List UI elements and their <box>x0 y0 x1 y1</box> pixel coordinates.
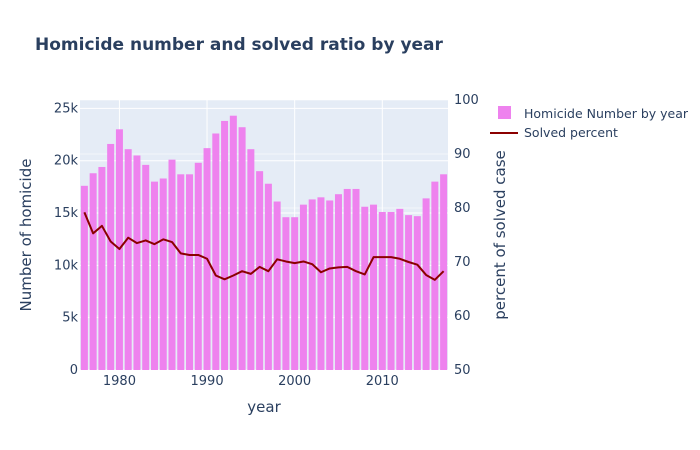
y2-tick-label: 70 <box>454 255 471 270</box>
x-axis-title: year <box>247 398 281 416</box>
bar[interactable] <box>80 185 88 370</box>
bar[interactable] <box>168 159 176 370</box>
solved-percent-line[interactable] <box>83 211 445 281</box>
plot-background <box>80 100 448 370</box>
legend-bar-swatch <box>498 106 511 119</box>
bar[interactable] <box>98 166 106 370</box>
bar[interactable] <box>308 199 316 370</box>
bar[interactable] <box>299 204 307 370</box>
y-tick-label: 10k <box>54 258 79 273</box>
bar-series <box>80 115 448 370</box>
bar[interactable] <box>396 208 404 370</box>
bar[interactable] <box>352 188 360 370</box>
bar[interactable] <box>273 201 281 370</box>
bar[interactable] <box>343 188 351 370</box>
y2-tick-label: 60 <box>454 309 471 324</box>
bar[interactable] <box>142 164 150 370</box>
bar[interactable] <box>89 173 97 370</box>
bar[interactable] <box>431 181 439 370</box>
y-tick-label: 5k <box>62 311 78 326</box>
chart-title: Homicide number and solved ratio by year <box>35 35 444 55</box>
bar[interactable] <box>212 133 220 370</box>
legend-item-line[interactable]: Solved percent <box>490 125 618 140</box>
legend-label-bar: Homicide Number by year <box>524 106 689 121</box>
bar[interactable] <box>361 206 369 370</box>
bar[interactable] <box>422 198 430 370</box>
legend-item-bar[interactable]: Homicide Number by year <box>498 106 689 121</box>
bar[interactable] <box>221 120 229 370</box>
bar[interactable] <box>282 217 290 370</box>
legend-label-line: Solved percent <box>524 125 618 140</box>
bar[interactable] <box>159 178 167 370</box>
bar[interactable] <box>405 215 413 370</box>
bar[interactable] <box>238 127 246 370</box>
bar[interactable] <box>334 194 342 370</box>
bar[interactable] <box>186 174 194 370</box>
x-tick-label: 2000 <box>278 374 311 389</box>
bar[interactable] <box>177 174 185 370</box>
bar[interactable] <box>133 155 141 370</box>
y-tick-label: 20k <box>54 154 79 169</box>
bar[interactable] <box>124 149 132 370</box>
bar[interactable] <box>370 204 378 370</box>
y2-tick-label: 50 <box>454 363 471 378</box>
bar[interactable] <box>264 183 272 370</box>
y-tick-label: 25k <box>54 101 79 116</box>
bar[interactable] <box>229 115 237 370</box>
bar[interactable] <box>194 162 202 370</box>
bar[interactable] <box>387 211 395 370</box>
bar[interactable] <box>326 200 334 370</box>
legend[interactable]: Homicide Number by year Solved percent <box>490 106 689 140</box>
bar[interactable] <box>247 149 255 370</box>
bar[interactable] <box>413 216 421 370</box>
y2-tick-label: 100 <box>454 93 479 108</box>
y-tick-label: 15k <box>54 206 79 221</box>
bar[interactable] <box>150 181 158 370</box>
y2-tick-label: 80 <box>454 201 471 216</box>
y2-tick-label: 90 <box>454 147 471 162</box>
x-tick-label: 1980 <box>103 374 136 389</box>
line-series <box>83 211 445 281</box>
tick-labels: 0 5k 10k 15k 20k 25k 50 60 70 80 90 100 1980 1990 2000… <box>54 93 479 389</box>
y-axis-title: Number of homicide <box>17 159 35 312</box>
y-tick-label: 0 <box>70 363 78 378</box>
bar[interactable] <box>291 217 299 370</box>
bar[interactable] <box>378 211 386 370</box>
bar[interactable] <box>256 171 264 370</box>
y2-axis-title: percent of solved case <box>491 150 509 319</box>
bar[interactable] <box>107 143 115 370</box>
bar[interactable] <box>317 197 325 370</box>
x-tick-label: 1990 <box>191 374 224 389</box>
x-tick-label: 2010 <box>366 374 399 389</box>
